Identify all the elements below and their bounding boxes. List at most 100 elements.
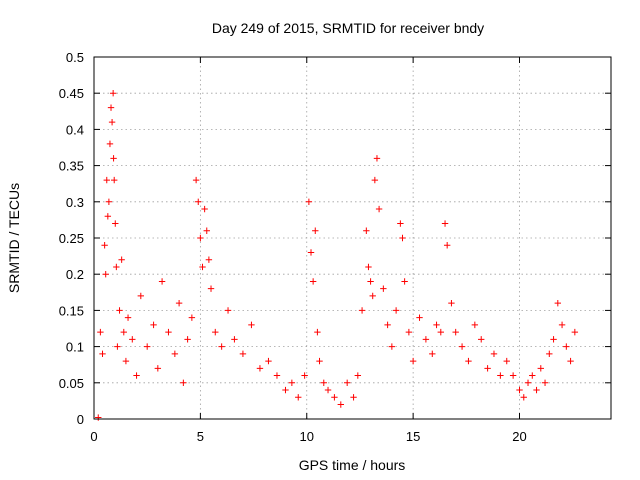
data-point — [273, 372, 281, 379]
data-point — [154, 365, 162, 372]
data-point — [109, 90, 117, 97]
data-point — [441, 220, 449, 227]
data-point — [448, 299, 455, 307]
data-point — [316, 357, 323, 365]
y-tick-label: 0.35 — [59, 159, 84, 174]
data-point — [110, 155, 117, 162]
grid-lines — [94, 57, 611, 419]
data-point — [97, 328, 104, 336]
data-point — [369, 292, 376, 300]
data-point — [192, 176, 200, 184]
data-point — [541, 379, 549, 386]
data-point — [401, 278, 408, 285]
data-point — [458, 343, 466, 350]
data-point — [203, 227, 210, 234]
data-point — [550, 336, 557, 343]
data-point — [118, 256, 125, 263]
data-point — [112, 220, 119, 227]
data-point — [509, 372, 517, 379]
data-point — [558, 321, 566, 329]
data-point — [113, 263, 120, 271]
data-point — [305, 198, 313, 205]
data-point — [392, 307, 400, 314]
data-point — [106, 140, 114, 148]
y-tick-label: 0.45 — [59, 86, 84, 101]
data-point — [490, 350, 498, 358]
data-point — [484, 365, 491, 372]
data-point — [529, 372, 536, 379]
data-point — [437, 328, 444, 336]
data-point — [503, 357, 510, 365]
data-point — [122, 357, 130, 365]
data-point — [205, 256, 213, 263]
data-point — [371, 176, 379, 184]
data-point — [363, 227, 370, 234]
data-point — [358, 307, 366, 314]
data-point — [120, 328, 127, 336]
data-point — [197, 234, 204, 242]
data-point — [116, 307, 123, 314]
data-point — [282, 386, 289, 394]
data-point — [312, 227, 319, 234]
data-point — [108, 118, 116, 126]
axis-ticks: 0 0.05 0.1 0.15 0.2 0.25 0.3 0.35 0.4 0.45 0.5 0 5 10… — [59, 50, 611, 444]
data-point — [533, 386, 540, 394]
y-tick-label: 0.1 — [66, 340, 84, 355]
data-point — [443, 242, 451, 249]
data-point — [105, 198, 113, 205]
data-point — [524, 379, 532, 386]
data-point — [384, 321, 391, 329]
data-point — [567, 357, 574, 365]
x-tick-label: 10 — [300, 429, 314, 444]
x-tick-label: 15 — [406, 429, 420, 444]
x-tick-label: 20 — [512, 429, 526, 444]
data-point — [337, 401, 344, 408]
data-point — [452, 328, 459, 336]
data-point — [104, 213, 112, 220]
data-point — [218, 343, 225, 350]
y-tick-label: 0.3 — [66, 195, 84, 210]
data-point — [288, 379, 296, 386]
data-point — [367, 278, 374, 285]
x-tick-label: 0 — [90, 429, 97, 444]
data-point — [516, 386, 523, 394]
data-point — [365, 263, 372, 271]
data-point — [248, 321, 255, 329]
data-point — [175, 299, 183, 307]
data-point — [114, 343, 121, 350]
data-point — [354, 372, 362, 379]
chart-title: Day 249 of 2015, SRMTID for receiver bnd… — [212, 20, 484, 36]
data-point — [265, 357, 272, 365]
data-point — [416, 314, 423, 321]
data-point — [405, 328, 413, 336]
data-point — [111, 176, 118, 184]
data-point — [465, 357, 472, 365]
data-point — [373, 155, 381, 162]
data-point — [497, 372, 504, 379]
data-point — [239, 350, 247, 358]
data-point — [429, 350, 436, 358]
data-point — [150, 321, 157, 329]
data-point — [433, 321, 440, 329]
data-point — [409, 357, 417, 365]
data-point — [478, 336, 485, 343]
data-point — [380, 285, 387, 292]
data-point — [331, 394, 338, 401]
y-tick-label: 0.2 — [66, 267, 84, 282]
data-point — [563, 343, 570, 350]
data-point — [295, 394, 302, 401]
data-point — [99, 350, 106, 358]
data-point — [180, 379, 187, 386]
data-point — [546, 350, 553, 358]
data-point — [171, 350, 179, 358]
data-point — [199, 263, 206, 271]
y-axis-label: SRMTID / TECUs — [6, 183, 22, 293]
data-point — [95, 414, 102, 421]
data-point — [309, 278, 317, 285]
data-point — [571, 328, 579, 336]
data-point — [184, 336, 191, 343]
x-tick-label: 5 — [197, 429, 204, 444]
data-point — [397, 220, 404, 227]
data-point — [314, 328, 321, 336]
